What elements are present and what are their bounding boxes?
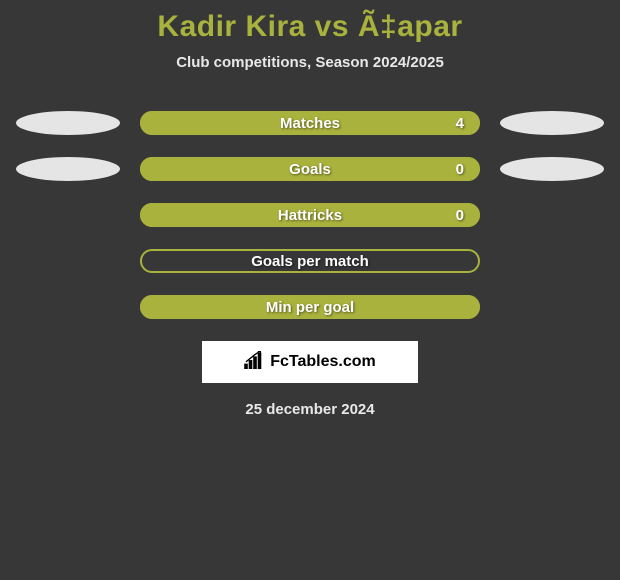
stat-row: Matches 4 bbox=[0, 111, 620, 135]
chart-icon bbox=[244, 351, 266, 374]
stat-bar: Matches 4 bbox=[140, 111, 480, 135]
date-label: 25 december 2024 bbox=[0, 401, 620, 418]
logo-text: FcTables.com bbox=[270, 353, 376, 371]
stat-label: Hattricks bbox=[278, 207, 342, 224]
left-ellipse bbox=[16, 157, 120, 181]
season-subtitle: Club competitions, Season 2024/2025 bbox=[0, 54, 620, 71]
stat-row: Goals per match bbox=[0, 249, 620, 273]
stat-label: Goals bbox=[289, 161, 331, 178]
stat-label: Goals per match bbox=[251, 253, 369, 270]
stat-bar: Min per goal bbox=[140, 295, 480, 319]
stat-bar: Hattricks 0 bbox=[140, 203, 480, 227]
stat-label: Matches bbox=[280, 115, 340, 132]
stat-row: Goals 0 bbox=[0, 157, 620, 181]
stats-container: Matches 4 Goals 0 Hattricks 0 Goals per match M… bbox=[0, 111, 620, 319]
stat-row: Hattricks 0 bbox=[0, 203, 620, 227]
stat-label: Min per goal bbox=[266, 299, 354, 316]
logo-box: FcTables.com bbox=[202, 341, 418, 383]
stat-bar: Goals 0 bbox=[140, 157, 480, 181]
stat-value: 4 bbox=[456, 115, 464, 132]
left-ellipse bbox=[16, 111, 120, 135]
right-ellipse bbox=[500, 157, 604, 181]
stat-row: Min per goal bbox=[0, 295, 620, 319]
stat-value: 0 bbox=[456, 161, 464, 178]
stat-bar: Goals per match bbox=[140, 249, 480, 273]
right-ellipse bbox=[500, 111, 604, 135]
comparison-title: Kadir Kira vs Ã‡apar bbox=[0, 0, 620, 44]
stat-value: 0 bbox=[456, 207, 464, 224]
